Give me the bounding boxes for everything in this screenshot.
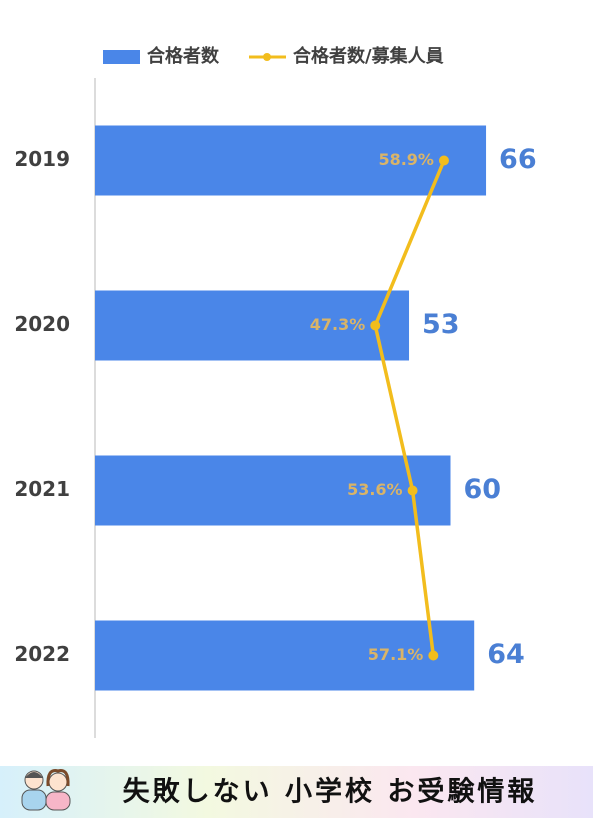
banner (0, 766, 593, 818)
bar-value-label: 53 (422, 309, 460, 340)
line-value-label: 58.9% (378, 150, 434, 169)
legend-marker (263, 53, 271, 61)
line-value-label: 53.6% (347, 480, 403, 499)
line-marker (428, 650, 439, 661)
y-tick-label: 2019 (14, 147, 70, 171)
legend-swatch (103, 50, 140, 64)
banner-icon (21, 769, 71, 811)
bar (95, 620, 475, 691)
line-value-label: 47.3% (310, 315, 366, 334)
line-marker (407, 485, 418, 496)
bar (95, 125, 487, 196)
line-marker (370, 320, 381, 331)
line (373, 159, 446, 656)
bar-value-label: 66 (499, 144, 537, 175)
legend-label: 合格者数/募集人員 (293, 45, 444, 67)
legend-label: 合格者数 (147, 45, 220, 67)
y-tick-label: 2021 (14, 477, 70, 501)
bar-value-label: 60 (464, 474, 502, 505)
bar (95, 290, 410, 361)
y-tick-label: 2020 (14, 312, 70, 336)
line-value-label: 57.1% (368, 645, 424, 664)
bar-value-label: 64 (487, 639, 525, 670)
line-marker (438, 155, 449, 166)
y-tick-label: 2022 (14, 642, 70, 666)
banner-text: 失敗しない 小学校 お受験情報 (123, 776, 538, 808)
bar (95, 455, 451, 526)
